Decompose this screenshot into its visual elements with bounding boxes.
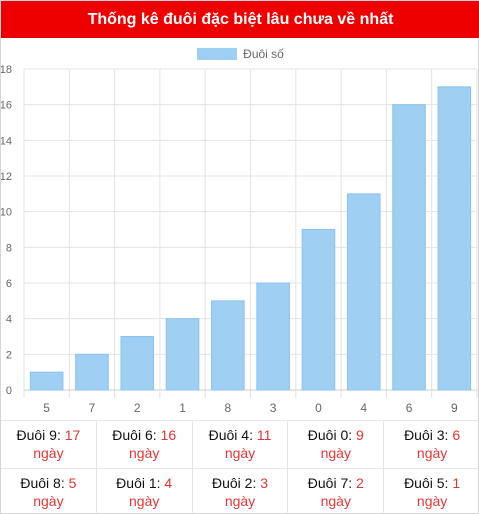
stat-count: 1 bbox=[452, 474, 461, 491]
stat-unit: ngày bbox=[320, 445, 351, 462]
stat-label: Đuôi 2: bbox=[211, 474, 257, 491]
bar bbox=[437, 86, 472, 391]
stat-cell: Đuôi 0: 9 ngày bbox=[288, 420, 385, 468]
x-tick-label: 9 bbox=[451, 401, 458, 415]
stat-unit: ngày bbox=[129, 492, 160, 509]
bar bbox=[256, 282, 290, 391]
bar bbox=[211, 300, 245, 391]
stat-label: Đuôi 5: bbox=[404, 474, 449, 491]
y-tick-label: 4 bbox=[6, 314, 12, 326]
x-tick-label: 7 bbox=[89, 401, 96, 415]
stat-cell: Đuôi 8: 5 ngày bbox=[1, 467, 97, 514]
legend-label: Đuôi số bbox=[243, 47, 284, 61]
stat-unit: ngày bbox=[416, 492, 448, 509]
chart-title: Thống kê đuôi đặc biệt lâu chưa về nhất bbox=[1, 1, 479, 38]
x-tick-label: 5 bbox=[43, 401, 50, 415]
x-tick-label: 0 bbox=[315, 401, 322, 415]
x-tick-label: 2 bbox=[134, 401, 141, 415]
y-tick-label: 10 bbox=[1, 207, 12, 219]
y-tick-label: 8 bbox=[6, 242, 12, 254]
stat-unit: ngày bbox=[416, 445, 448, 462]
stat-label: Đuôi 1: bbox=[116, 474, 161, 491]
stat-cell: Đuôi 5: 1 ngày bbox=[384, 467, 479, 514]
stat-cell: Đuôi 7: 2 ngày bbox=[288, 467, 385, 514]
stat-cell: Đuôi 6: 16 ngày bbox=[96, 420, 193, 468]
x-tick-label: 3 bbox=[270, 401, 277, 415]
stat-label: Đuôi 8: bbox=[20, 474, 65, 491]
y-tick-label: 2 bbox=[6, 349, 12, 361]
stats-grid: Đuôi 9: 17 ngày Đuôi 6: 16 ngày Đuôi 4: … bbox=[1, 420, 479, 514]
stat-count: 6 bbox=[452, 427, 461, 444]
stat-unit: ngày bbox=[33, 445, 64, 462]
bar bbox=[120, 336, 155, 391]
legend[interactable]: Đuôi số bbox=[1, 45, 479, 63]
stat-count: 9 bbox=[356, 427, 364, 444]
x-tick-label: 6 bbox=[406, 401, 413, 415]
stat-count: 2 bbox=[356, 474, 364, 491]
y-tick-label: 16 bbox=[1, 100, 12, 112]
stat-label: Đuôi 3: bbox=[404, 427, 449, 444]
y-tick-label: 6 bbox=[6, 278, 12, 290]
stat-count: 3 bbox=[260, 474, 269, 491]
stat-cell: Đuôi 1: 4 ngày bbox=[96, 467, 193, 514]
stat-cell: Đuôi 3: 6 ngày bbox=[384, 420, 479, 468]
y-tick-label: 18 bbox=[1, 64, 12, 76]
stat-unit: ngày bbox=[224, 445, 256, 462]
bar bbox=[346, 193, 381, 391]
stat-unit: ngày bbox=[320, 492, 351, 509]
stat-label: Đuôi 0: bbox=[307, 427, 353, 444]
bar bbox=[75, 353, 109, 391]
bar bbox=[29, 371, 64, 391]
stat-count: 17 bbox=[64, 427, 81, 444]
y-tick-label: 0 bbox=[6, 385, 12, 397]
stat-cell: Đuôi 4: 11 ngày bbox=[192, 420, 289, 468]
x-tick-label: 4 bbox=[360, 401, 367, 415]
stat-unit: ngày bbox=[129, 445, 160, 462]
bar bbox=[392, 104, 426, 391]
stat-label: Đuôi 7: bbox=[307, 474, 353, 491]
stat-label: Đuôi 4: bbox=[208, 427, 253, 444]
bar bbox=[301, 229, 336, 391]
stat-cell: Đuôi 9: 17 ngày bbox=[1, 420, 97, 468]
stat-count: 16 bbox=[160, 427, 177, 444]
stat-count: 11 bbox=[256, 427, 272, 444]
x-tick-label: 1 bbox=[179, 401, 186, 415]
stat-unit: ngày bbox=[224, 492, 256, 509]
stat-label: Đuôi 9: bbox=[16, 427, 61, 444]
stat-label: Đuôi 6: bbox=[112, 427, 157, 444]
stat-count: 5 bbox=[68, 474, 77, 491]
legend-swatch bbox=[197, 48, 238, 60]
stat-cell: Đuôi 2: 3 ngày bbox=[192, 467, 289, 514]
stat-count: 4 bbox=[164, 474, 173, 491]
x-tick-label: 8 bbox=[225, 401, 232, 415]
y-tick-label: 12 bbox=[1, 171, 12, 183]
bar bbox=[165, 318, 200, 391]
y-tick-label: 14 bbox=[1, 135, 12, 147]
stat-unit: ngày bbox=[33, 492, 64, 509]
